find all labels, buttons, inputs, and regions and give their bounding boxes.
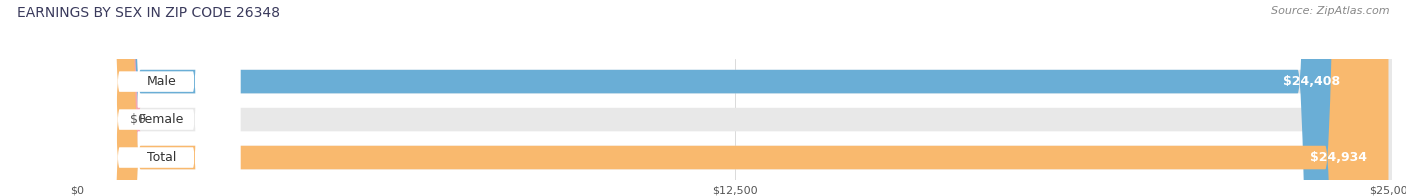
FancyBboxPatch shape (77, 0, 1392, 196)
FancyBboxPatch shape (72, 0, 240, 196)
Text: $24,934: $24,934 (1310, 151, 1368, 164)
FancyBboxPatch shape (77, 0, 1361, 196)
FancyBboxPatch shape (77, 0, 1392, 196)
FancyBboxPatch shape (72, 0, 240, 196)
Text: $24,408: $24,408 (1282, 75, 1340, 88)
Text: $0: $0 (129, 113, 146, 126)
Text: EARNINGS BY SEX IN ZIP CODE 26348: EARNINGS BY SEX IN ZIP CODE 26348 (17, 6, 280, 20)
Text: Total: Total (146, 151, 176, 164)
Text: Source: ZipAtlas.com: Source: ZipAtlas.com (1271, 6, 1389, 16)
FancyBboxPatch shape (72, 0, 240, 196)
FancyBboxPatch shape (41, 0, 141, 196)
Text: Male: Male (146, 75, 176, 88)
Text: Female: Female (139, 113, 184, 126)
FancyBboxPatch shape (77, 0, 1389, 196)
FancyBboxPatch shape (77, 0, 1392, 196)
